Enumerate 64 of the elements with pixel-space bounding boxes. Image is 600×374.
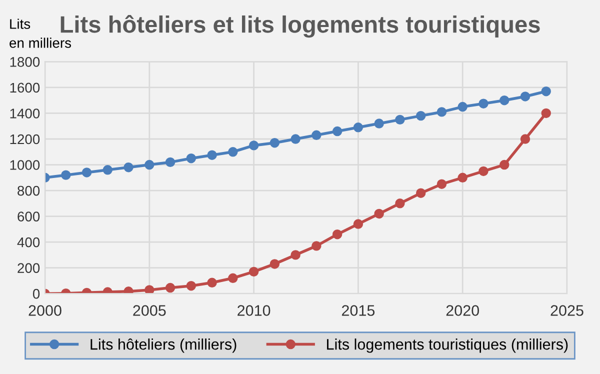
point (520, 92, 530, 102)
point (312, 130, 322, 140)
point (332, 126, 342, 136)
point (458, 172, 468, 183)
point (82, 168, 92, 178)
point (416, 110, 426, 121)
point (124, 162, 134, 172)
point (332, 229, 342, 240)
point (290, 250, 300, 260)
point (458, 102, 468, 112)
point (270, 259, 280, 269)
chart-title: Lits hôteliers et lits logements touristiques (60, 14, 540, 38)
y-tick-label: 600 (18, 212, 40, 222)
point (500, 95, 510, 106)
point (478, 166, 488, 176)
point (186, 281, 196, 291)
point (248, 140, 259, 150)
point (144, 160, 154, 170)
x-tick-label: 2005 (133, 305, 166, 316)
point (207, 278, 217, 288)
y-tick-label: 200 (18, 263, 40, 273)
point (395, 198, 405, 208)
point (353, 219, 364, 229)
x-tick-label: 2020 (446, 305, 479, 316)
x-tick-label: 2025 (550, 305, 584, 316)
point (520, 134, 530, 144)
point (312, 241, 322, 251)
point (248, 266, 259, 277)
point (165, 157, 176, 168)
x-tick-label: 2010 (238, 305, 270, 316)
point (374, 208, 384, 219)
point (207, 150, 217, 160)
y-tick-label: 1600 (10, 82, 40, 93)
point (416, 188, 426, 198)
point (186, 153, 196, 164)
point (290, 134, 300, 144)
x-tick-label: 2015 (342, 305, 375, 316)
point (436, 107, 447, 117)
y-tick-label: 1800 (10, 57, 40, 67)
point (124, 286, 134, 294)
y-tick-label: 0 (32, 288, 40, 299)
y-tick-label: 1400 (10, 108, 40, 118)
point (478, 98, 488, 108)
point (144, 285, 154, 294)
point (165, 282, 176, 293)
y-tick-label: 1000 (10, 160, 40, 170)
point (436, 179, 447, 189)
point (61, 170, 71, 180)
legend-label: Lits logements touristiques (milliers) (327, 338, 568, 353)
point (270, 138, 280, 148)
point (541, 108, 551, 118)
point (228, 273, 238, 283)
point (374, 118, 384, 128)
point (102, 165, 112, 175)
point (500, 160, 510, 170)
point (541, 86, 551, 96)
x-tick-label: 2000 (28, 305, 62, 316)
y-tick-label: 800 (18, 186, 40, 196)
point (395, 114, 405, 125)
point (353, 122, 364, 132)
y-tick-label: 1200 (10, 134, 40, 144)
legend-label: Lits hôteliers (milliers) (90, 338, 236, 353)
point (228, 147, 238, 157)
y-tick-label: 400 (17, 237, 40, 248)
